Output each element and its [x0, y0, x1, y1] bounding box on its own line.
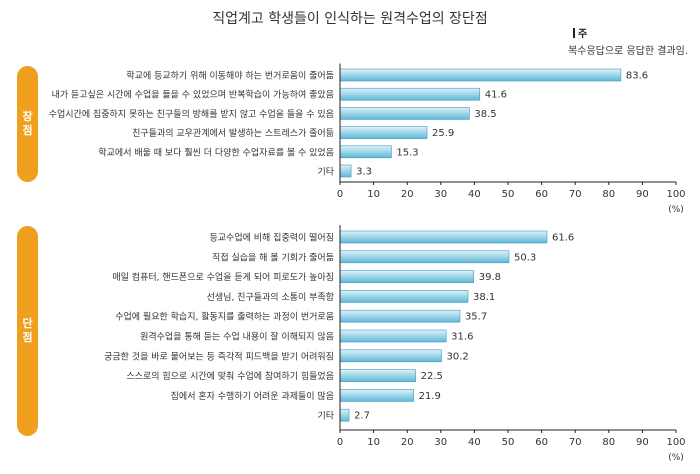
data-label: 39.8	[479, 272, 501, 283]
bar	[339, 107, 470, 120]
data-label: 25.9	[432, 128, 454, 139]
x-tick-label: 50	[502, 437, 515, 448]
x-tick-label: 70	[569, 437, 582, 448]
data-label: 50.3	[514, 252, 536, 263]
data-label: 15.3	[396, 147, 418, 158]
data-label: 35.7	[465, 312, 487, 323]
section-label-char: 장	[22, 110, 33, 123]
bar	[339, 349, 442, 363]
x-tick-label: 60	[535, 437, 548, 448]
category-label: 기타	[317, 167, 334, 178]
data-label: 22.5	[421, 371, 443, 382]
bar	[339, 230, 548, 244]
data-label: 30.2	[446, 351, 468, 362]
category-label: 친구들과의 교우관계에서 발생하는 스트레스가 줄어듦	[132, 127, 334, 139]
x-tick-label: 20	[401, 189, 414, 200]
category-label: 직접 실습을 해 볼 기회가 줄어듦	[212, 251, 334, 263]
category-label: 선생님, 친구들과의 소통이 부족함	[207, 292, 334, 303]
category-label: 매일 컴퓨터, 핸드폰으로 수업을 듣게 되어 피로도가 높아짐	[112, 271, 334, 283]
bar	[339, 290, 469, 303]
category-label: 스스로의 힘으로 시간에 맞춰 수업에 참여하기 힘들었음	[126, 370, 334, 382]
data-label: 83.6	[626, 71, 648, 82]
x-tick-label: 0	[337, 437, 343, 448]
bar	[339, 329, 447, 343]
x-tick-label: 60	[535, 189, 548, 200]
category-label: 궁금한 것을 바로 물어보는 등 즉각적 피드백을 받기 어려워짐	[104, 350, 334, 362]
bar	[339, 87, 481, 101]
x-axis-unit: (%)	[668, 453, 684, 463]
x-tick-label: 100	[666, 437, 685, 448]
section-label-char: 단	[22, 317, 33, 330]
data-label: 61.6	[552, 233, 574, 244]
x-tick-label: 70	[569, 189, 582, 200]
data-label: 41.6	[485, 90, 507, 101]
x-tick-label: 30	[434, 189, 447, 200]
section-label-cons: 단 점	[17, 226, 38, 436]
bar	[339, 250, 510, 264]
data-label: 38.5	[474, 109, 496, 120]
x-tick-label: 50	[502, 189, 515, 200]
data-label: 31.6	[451, 332, 473, 343]
section-label-char: 점	[22, 124, 33, 137]
data-label: 2.7	[354, 411, 370, 422]
category-label: 수업에 필요한 학습지, 활동지를 출력하는 과정이 번거로움	[115, 311, 334, 323]
note-marker	[573, 28, 575, 38]
category-label: 내가 듣고싶은 시간에 수업을 들을 수 있었으며 반복학습이 가능하여 좋았음	[52, 89, 334, 101]
category-label: 등교수업에 비해 집중력이 떨어짐	[209, 232, 334, 244]
note-tag: 주	[573, 25, 587, 40]
note-tag-label: 주	[578, 29, 588, 40]
x-tick-label: 10	[367, 437, 380, 448]
data-label: 21.9	[419, 391, 441, 402]
bar	[339, 408, 350, 422]
x-axis-unit: (%)	[668, 205, 684, 215]
chart-title: 직업계고 학생들이 인식하는 원격수업의 장단점	[212, 11, 488, 27]
x-tick-label: 100	[666, 189, 685, 200]
x-tick-label: 90	[636, 189, 649, 200]
x-tick-label: 90	[636, 437, 649, 448]
x-tick-label: 0	[337, 189, 343, 200]
bar	[339, 270, 475, 283]
note-text: 복수응답으로 응답한 결과임.	[568, 46, 688, 57]
bar	[339, 68, 622, 82]
category-label: 수업시간에 집중하지 못하는 친구들의 방해를 받지 않고 수업을 들을 수 있…	[49, 108, 334, 120]
bar	[339, 309, 461, 323]
x-tick-label: 40	[468, 437, 481, 448]
bar	[339, 145, 392, 159]
category-label: 학교에서 배울 때 보다 훨씬 더 다양한 수업자료를 볼 수 있었음	[98, 146, 334, 158]
x-tick-label: 80	[602, 189, 615, 200]
bar	[339, 389, 414, 402]
category-label: 학교에 등교하기 위해 이동해야 하는 번거로움이 줄어듦	[126, 71, 334, 82]
bar	[339, 369, 416, 382]
category-label: 원격수업을 통해 듣는 수업 내용이 잘 이해되지 않음	[140, 331, 334, 343]
section-label-pros: 장 점	[17, 66, 38, 182]
bar	[339, 164, 352, 178]
x-tick-label: 10	[367, 189, 380, 200]
x-tick-label: 40	[468, 189, 481, 200]
category-label: 기타	[317, 411, 334, 422]
data-label: 3.3	[356, 167, 372, 178]
category-label: 집에서 혼자 수행하기 어려운 과제들이 많음	[171, 390, 334, 402]
bar	[339, 126, 428, 139]
x-tick-label: 20	[401, 437, 414, 448]
x-tick-label: 30	[434, 437, 447, 448]
data-label: 38.1	[473, 292, 495, 303]
x-tick-label: 80	[602, 437, 615, 448]
section-label-char: 점	[22, 331, 33, 344]
